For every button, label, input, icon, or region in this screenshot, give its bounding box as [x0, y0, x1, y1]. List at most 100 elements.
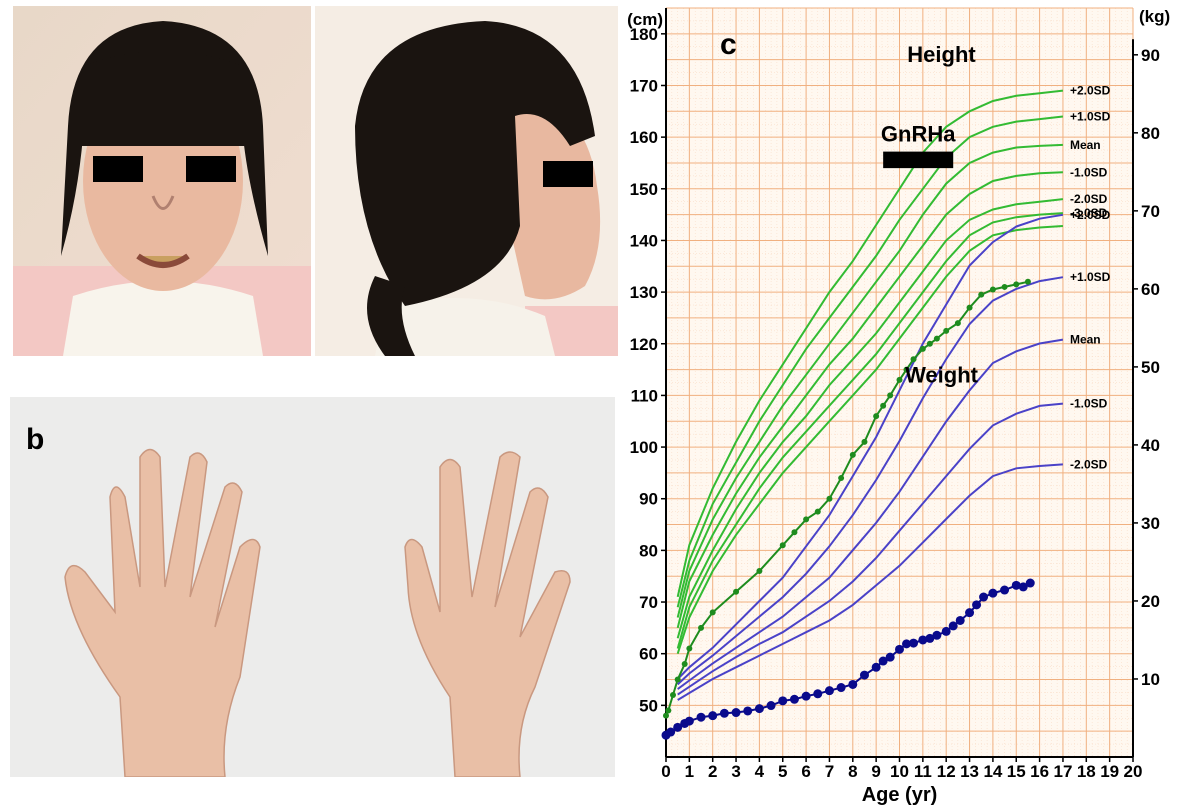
patient-weight-point — [932, 630, 942, 640]
patient-height-point — [943, 327, 950, 334]
patient-height-point — [826, 495, 833, 502]
patient-weight-point — [1018, 582, 1028, 592]
patient-weight-point — [902, 639, 912, 649]
patient-weight-point — [824, 686, 834, 696]
patient-height-point — [674, 676, 681, 683]
y-left-tick-label: 70 — [639, 593, 658, 612]
y-left-tick-label: 110 — [631, 386, 658, 405]
treatment-label: GnRHa — [881, 121, 956, 146]
x-axis-title: Age (yr) — [862, 784, 938, 806]
patient-height-point — [933, 335, 940, 342]
y-left-tick-label: 90 — [639, 490, 658, 509]
patient-height-point — [698, 624, 705, 631]
patient-weight-point — [918, 635, 928, 645]
patient-weight-point — [955, 615, 965, 625]
height-reference-curve — [676, 115, 1064, 608]
patient-weight-point — [909, 638, 919, 648]
panel-label-b: b — [26, 423, 45, 456]
patient-weight-point — [859, 670, 869, 680]
height-sd-label: -3.0SD — [1070, 206, 1108, 220]
patient-height-point — [665, 707, 672, 714]
x-tick-label: 10 — [890, 762, 909, 781]
x-tick-label: 11 — [914, 762, 932, 781]
y-left-tick-label: 180 — [630, 25, 658, 44]
x-tick-label: 13 — [960, 762, 979, 781]
patient-weight-point — [789, 694, 799, 704]
patient-height-point — [709, 609, 716, 616]
y-right-tick-label: 60 — [1141, 280, 1160, 299]
patient-height-point — [1001, 283, 1008, 290]
height-reference-curve — [676, 198, 1064, 639]
panel-label-c: c — [720, 28, 737, 61]
height-reference-curve — [676, 143, 1063, 618]
patient-height-point — [670, 692, 677, 699]
height-sd-label: -1.0SD — [1070, 165, 1108, 179]
x-tick-label: 17 — [1053, 762, 1072, 781]
height-reference-curve — [676, 89, 1064, 598]
patient-weight-line — [665, 582, 1031, 737]
y-right-tick-label: 10 — [1141, 670, 1160, 689]
y-left-unit: (cm) — [627, 10, 663, 29]
chart-axes — [661, 8, 1138, 762]
x-tick-label: 15 — [1007, 762, 1026, 781]
patient-weight-point — [895, 644, 904, 654]
y-left-tick-label: 100 — [630, 438, 658, 457]
patient-weight-point — [848, 679, 858, 689]
patient-weight-point — [972, 600, 982, 610]
patient-weight-point — [743, 706, 753, 716]
patient-weight-point — [673, 722, 683, 732]
x-tick-label: 18 — [1077, 762, 1096, 781]
patient-height-point — [919, 345, 926, 352]
weight-reference-curve — [676, 213, 1064, 680]
patient-weight-point — [754, 704, 764, 714]
y-left-tick-label: 60 — [639, 645, 658, 664]
y-right-tick-label: 90 — [1141, 46, 1160, 65]
patient-weight-point — [979, 592, 989, 602]
patient-height-point — [887, 392, 894, 399]
patient-height-point — [803, 516, 810, 523]
patient-height-point — [1013, 281, 1020, 288]
weight-sd-label: +1.0SD — [1070, 270, 1111, 284]
weight-title: Weight — [905, 363, 979, 388]
treatment-period-bar — [883, 151, 954, 169]
weight-reference-curve — [677, 338, 1064, 690]
x-tick-label: 9 — [871, 762, 880, 781]
x-tick-label: 6 — [801, 762, 810, 781]
height-sd-label: +2.0SD — [1070, 84, 1111, 98]
height-sd-label: -2.0SD — [1070, 192, 1108, 206]
patient-height-point — [966, 304, 973, 311]
patient-height-point — [873, 413, 880, 420]
patient-height-point — [926, 340, 933, 347]
weight-sd-label: -2.0SD — [1070, 457, 1108, 471]
patient-height-point — [838, 475, 845, 482]
y-left-tick-label: 50 — [639, 696, 658, 715]
patient-weight-point — [878, 656, 888, 666]
x-tick-label: 1 — [685, 762, 694, 781]
patient-weight-point — [836, 683, 846, 693]
weight-reference-curve — [677, 463, 1063, 701]
patient-weight-point — [871, 662, 881, 672]
weight-sd-label: -1.0SD — [1070, 397, 1108, 411]
patient-height-point — [779, 542, 786, 549]
x-tick-label: 4 — [755, 762, 765, 781]
eye-censor-bar-right — [186, 156, 236, 182]
patient-height-point — [880, 402, 887, 409]
y-right-tick-label: 70 — [1141, 202, 1160, 221]
y-left-tick-label: 140 — [630, 231, 658, 250]
patient-height-point — [910, 356, 917, 363]
patient-weight-point — [666, 727, 676, 737]
face-photo-profile — [315, 6, 618, 356]
patient-weight-point — [948, 621, 958, 631]
y-right-unit: (kg) — [1139, 7, 1170, 26]
patient-height-point — [814, 508, 821, 515]
chart-series — [661, 89, 1064, 740]
patient-weight-point — [941, 626, 951, 636]
patient-weight-point — [778, 696, 788, 706]
patient-height-point — [989, 286, 996, 293]
patient-height-point — [663, 712, 669, 719]
height-sd-label: Mean — [1070, 138, 1101, 152]
patient-weight-point — [965, 608, 975, 618]
patient-height-point — [954, 320, 961, 327]
patient-weight-point — [988, 588, 998, 598]
